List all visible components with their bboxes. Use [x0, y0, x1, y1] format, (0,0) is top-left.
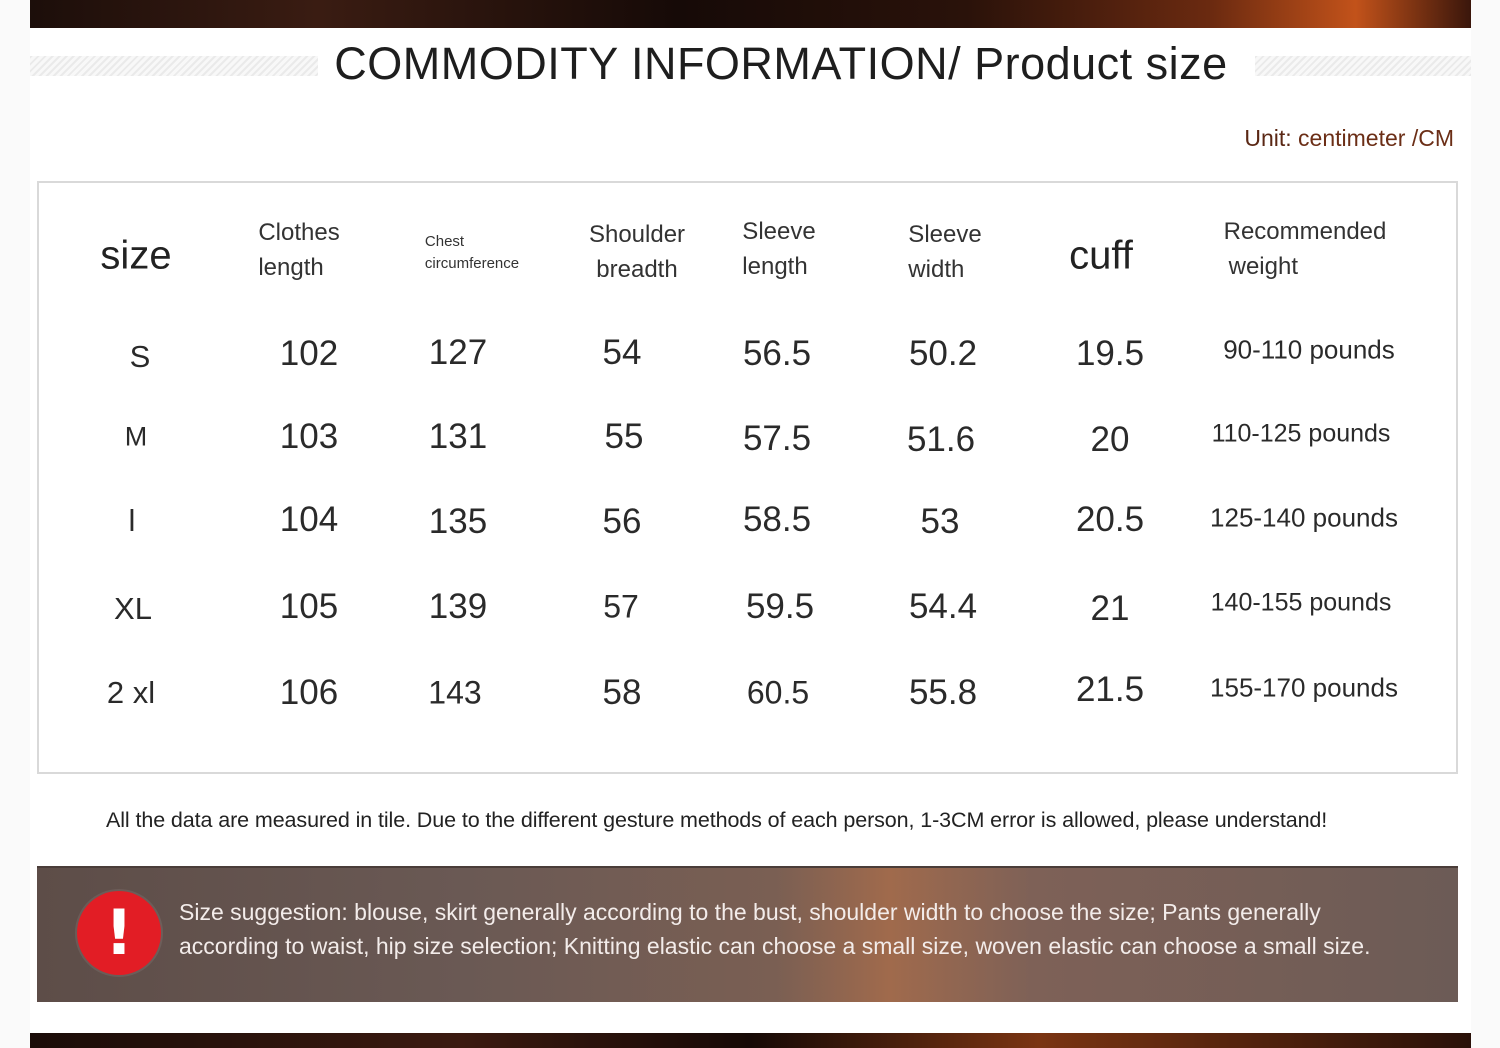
- header-shoulder: Shoulder breadth: [589, 217, 685, 287]
- header-shoulder-line2: breadth: [596, 256, 678, 283]
- header-size: size: [100, 233, 172, 278]
- page-title: COMMODITY INFORMATION/ Product size: [334, 38, 1228, 89]
- row-l-sleeve-length: 58.5: [742, 500, 812, 539]
- header-clothes-length-line1: Clothes: [258, 219, 340, 246]
- header-cuff: cuff: [1069, 233, 1133, 278]
- header-weight: Recommended weight: [1224, 214, 1387, 284]
- row-m-weight: 110-125 pounds: [1211, 419, 1391, 448]
- header-sleeve-width: Sleeve width: [908, 217, 981, 287]
- row-m-sleeve-width: 51.6: [906, 420, 976, 459]
- header-clothes-length: Clothes length: [258, 215, 339, 285]
- measurement-note: All the data are measured in tile. Due t…: [106, 808, 1328, 832]
- unit-value: centimeter /CM: [1291, 125, 1454, 151]
- row-2xl-weight: 155-170 pounds: [1210, 672, 1398, 703]
- size-table: [37, 181, 1458, 774]
- header-chest-line2: circumference: [424, 255, 520, 272]
- row-2xl-chest: 143: [428, 674, 482, 711]
- row-l-clothes-length: 104: [279, 500, 339, 539]
- row-l-size: l: [128, 503, 136, 538]
- top-decor-strip: [30, 0, 1471, 28]
- row-l-sleeve-width: 53: [920, 502, 960, 541]
- row-s-sleeve-width: 50.2: [908, 334, 978, 373]
- row-xl-size: XL: [114, 591, 152, 626]
- row-l-chest: 135: [428, 502, 488, 541]
- row-m-chest: 131: [428, 417, 488, 456]
- row-xl-cuff: 21: [1090, 589, 1130, 628]
- row-s-sleeve-length: 56.5: [742, 334, 812, 373]
- header-chest: Chest circumference: [425, 231, 519, 275]
- row-2xl-sleeve-width: 55.8: [908, 673, 978, 712]
- row-s-size: S: [129, 339, 151, 374]
- bottom-decor-strip: [30, 1033, 1471, 1048]
- row-2xl-shoulder: 58: [602, 673, 642, 712]
- exclamation-icon: !: [77, 891, 161, 975]
- row-xl-weight: 140-155 pounds: [1210, 588, 1392, 617]
- suggestion-banner: [37, 866, 1458, 1002]
- row-2xl-size: 2 xl: [106, 675, 156, 710]
- header-sleeve-length-line2: length: [742, 253, 808, 280]
- row-2xl-clothes-length: 106: [279, 673, 339, 712]
- title-deco-left: [30, 56, 318, 76]
- row-m-sleeve-length: 57.5: [742, 419, 812, 458]
- row-s-chest: 127: [428, 333, 488, 372]
- row-m-clothes-length: 103: [279, 417, 339, 456]
- title-box: COMMODITY INFORMATION/ Product size: [332, 28, 1230, 100]
- row-l-cuff: 20.5: [1075, 500, 1145, 539]
- row-m-size: M: [124, 421, 148, 452]
- suggestion-text: Size suggestion: blouse, skirt generally…: [179, 899, 1371, 959]
- header-weight-line2: weight: [1228, 253, 1298, 280]
- row-m-cuff: 20: [1090, 420, 1130, 459]
- header-chest-line1: Chest: [424, 233, 465, 250]
- header-sleeve-length-line1: Sleeve: [742, 218, 816, 245]
- title-deco-right: [1255, 56, 1471, 76]
- header-clothes-length-line2: length: [258, 254, 324, 281]
- header-sleeve-width-line2: width: [908, 256, 965, 283]
- header-weight-line1: Recommended: [1223, 218, 1387, 245]
- header-shoulder-line1: Shoulder: [588, 221, 686, 248]
- row-2xl-sleeve-length: 60.5: [746, 674, 810, 711]
- header-sleeve-length: Sleeve length: [742, 214, 815, 284]
- header-sleeve-width-line1: Sleeve: [908, 221, 982, 248]
- row-s-weight: 90-110 pounds: [1223, 334, 1395, 365]
- row-s-shoulder: 54: [602, 333, 642, 372]
- row-xl-clothes-length: 105: [279, 587, 339, 626]
- row-xl-shoulder: 57: [603, 588, 639, 625]
- row-s-clothes-length: 102: [279, 334, 339, 373]
- row-xl-sleeve-width: 54.4: [908, 587, 978, 626]
- row-l-shoulder: 56: [602, 502, 642, 541]
- exclamation-glyph: !: [104, 896, 134, 969]
- unit-prefix: Unit:: [1244, 125, 1292, 151]
- row-l-weight: 125-140 pounds: [1210, 502, 1398, 533]
- row-s-cuff: 19.5: [1075, 334, 1145, 373]
- unit-label: Unit: centimeter /CM: [1244, 125, 1454, 152]
- row-xl-chest: 139: [428, 587, 488, 626]
- row-xl-sleeve-length: 59.5: [745, 587, 815, 626]
- row-m-shoulder: 55: [604, 417, 644, 456]
- row-2xl-cuff: 21.5: [1075, 670, 1145, 709]
